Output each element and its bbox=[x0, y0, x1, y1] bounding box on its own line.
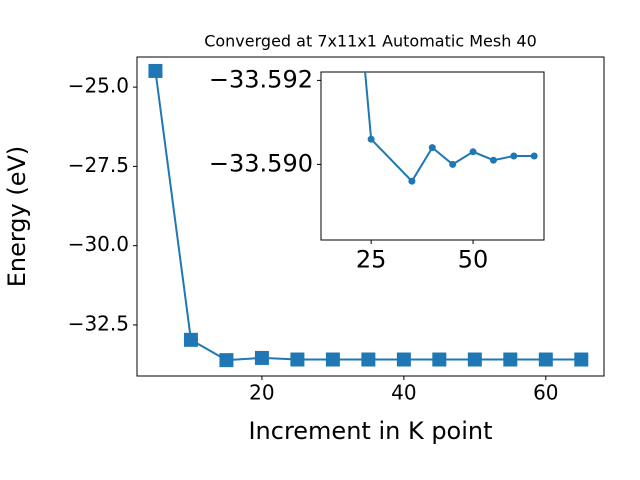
y-tick-label: −32.5 bbox=[68, 311, 129, 335]
marker bbox=[219, 353, 234, 368]
x-tick-label: 20 bbox=[249, 381, 274, 405]
marker bbox=[469, 148, 477, 156]
marker bbox=[489, 156, 497, 164]
y-tick-label: −33.592 bbox=[209, 65, 313, 93]
marker bbox=[148, 63, 163, 78]
marker bbox=[574, 352, 589, 367]
x-tick-label: 25 bbox=[356, 245, 387, 273]
marker bbox=[530, 152, 538, 160]
chart-title: Converged at 7x11x1 Automatic Mesh 40 bbox=[204, 32, 537, 51]
marker bbox=[503, 352, 518, 367]
y-axis-label: Energy (eV) bbox=[3, 146, 31, 288]
y-tick-label: −27.5 bbox=[68, 153, 129, 177]
marker bbox=[449, 160, 457, 168]
marker bbox=[510, 152, 518, 160]
marker bbox=[367, 135, 375, 143]
y-tick-label: −30.0 bbox=[68, 232, 129, 256]
marker bbox=[183, 332, 198, 347]
marker bbox=[396, 352, 411, 367]
y-tick-label: −25.0 bbox=[68, 74, 129, 98]
plot-area bbox=[320, 71, 545, 241]
x-tick-label: 60 bbox=[533, 381, 558, 405]
marker bbox=[361, 352, 376, 367]
marker bbox=[467, 352, 482, 367]
marker bbox=[432, 352, 447, 367]
series-group bbox=[364, 72, 538, 185]
marker bbox=[325, 352, 340, 367]
marker bbox=[290, 352, 305, 367]
x-axis-label: Increment in K point bbox=[248, 417, 492, 445]
x-tick-label: 40 bbox=[391, 381, 416, 405]
series-group bbox=[148, 63, 589, 368]
y-tick-label: −33.590 bbox=[209, 149, 313, 177]
marker bbox=[254, 350, 269, 365]
x-tick-label: 50 bbox=[458, 245, 489, 273]
marker bbox=[408, 177, 416, 185]
marker bbox=[538, 352, 553, 367]
marker bbox=[428, 144, 436, 152]
